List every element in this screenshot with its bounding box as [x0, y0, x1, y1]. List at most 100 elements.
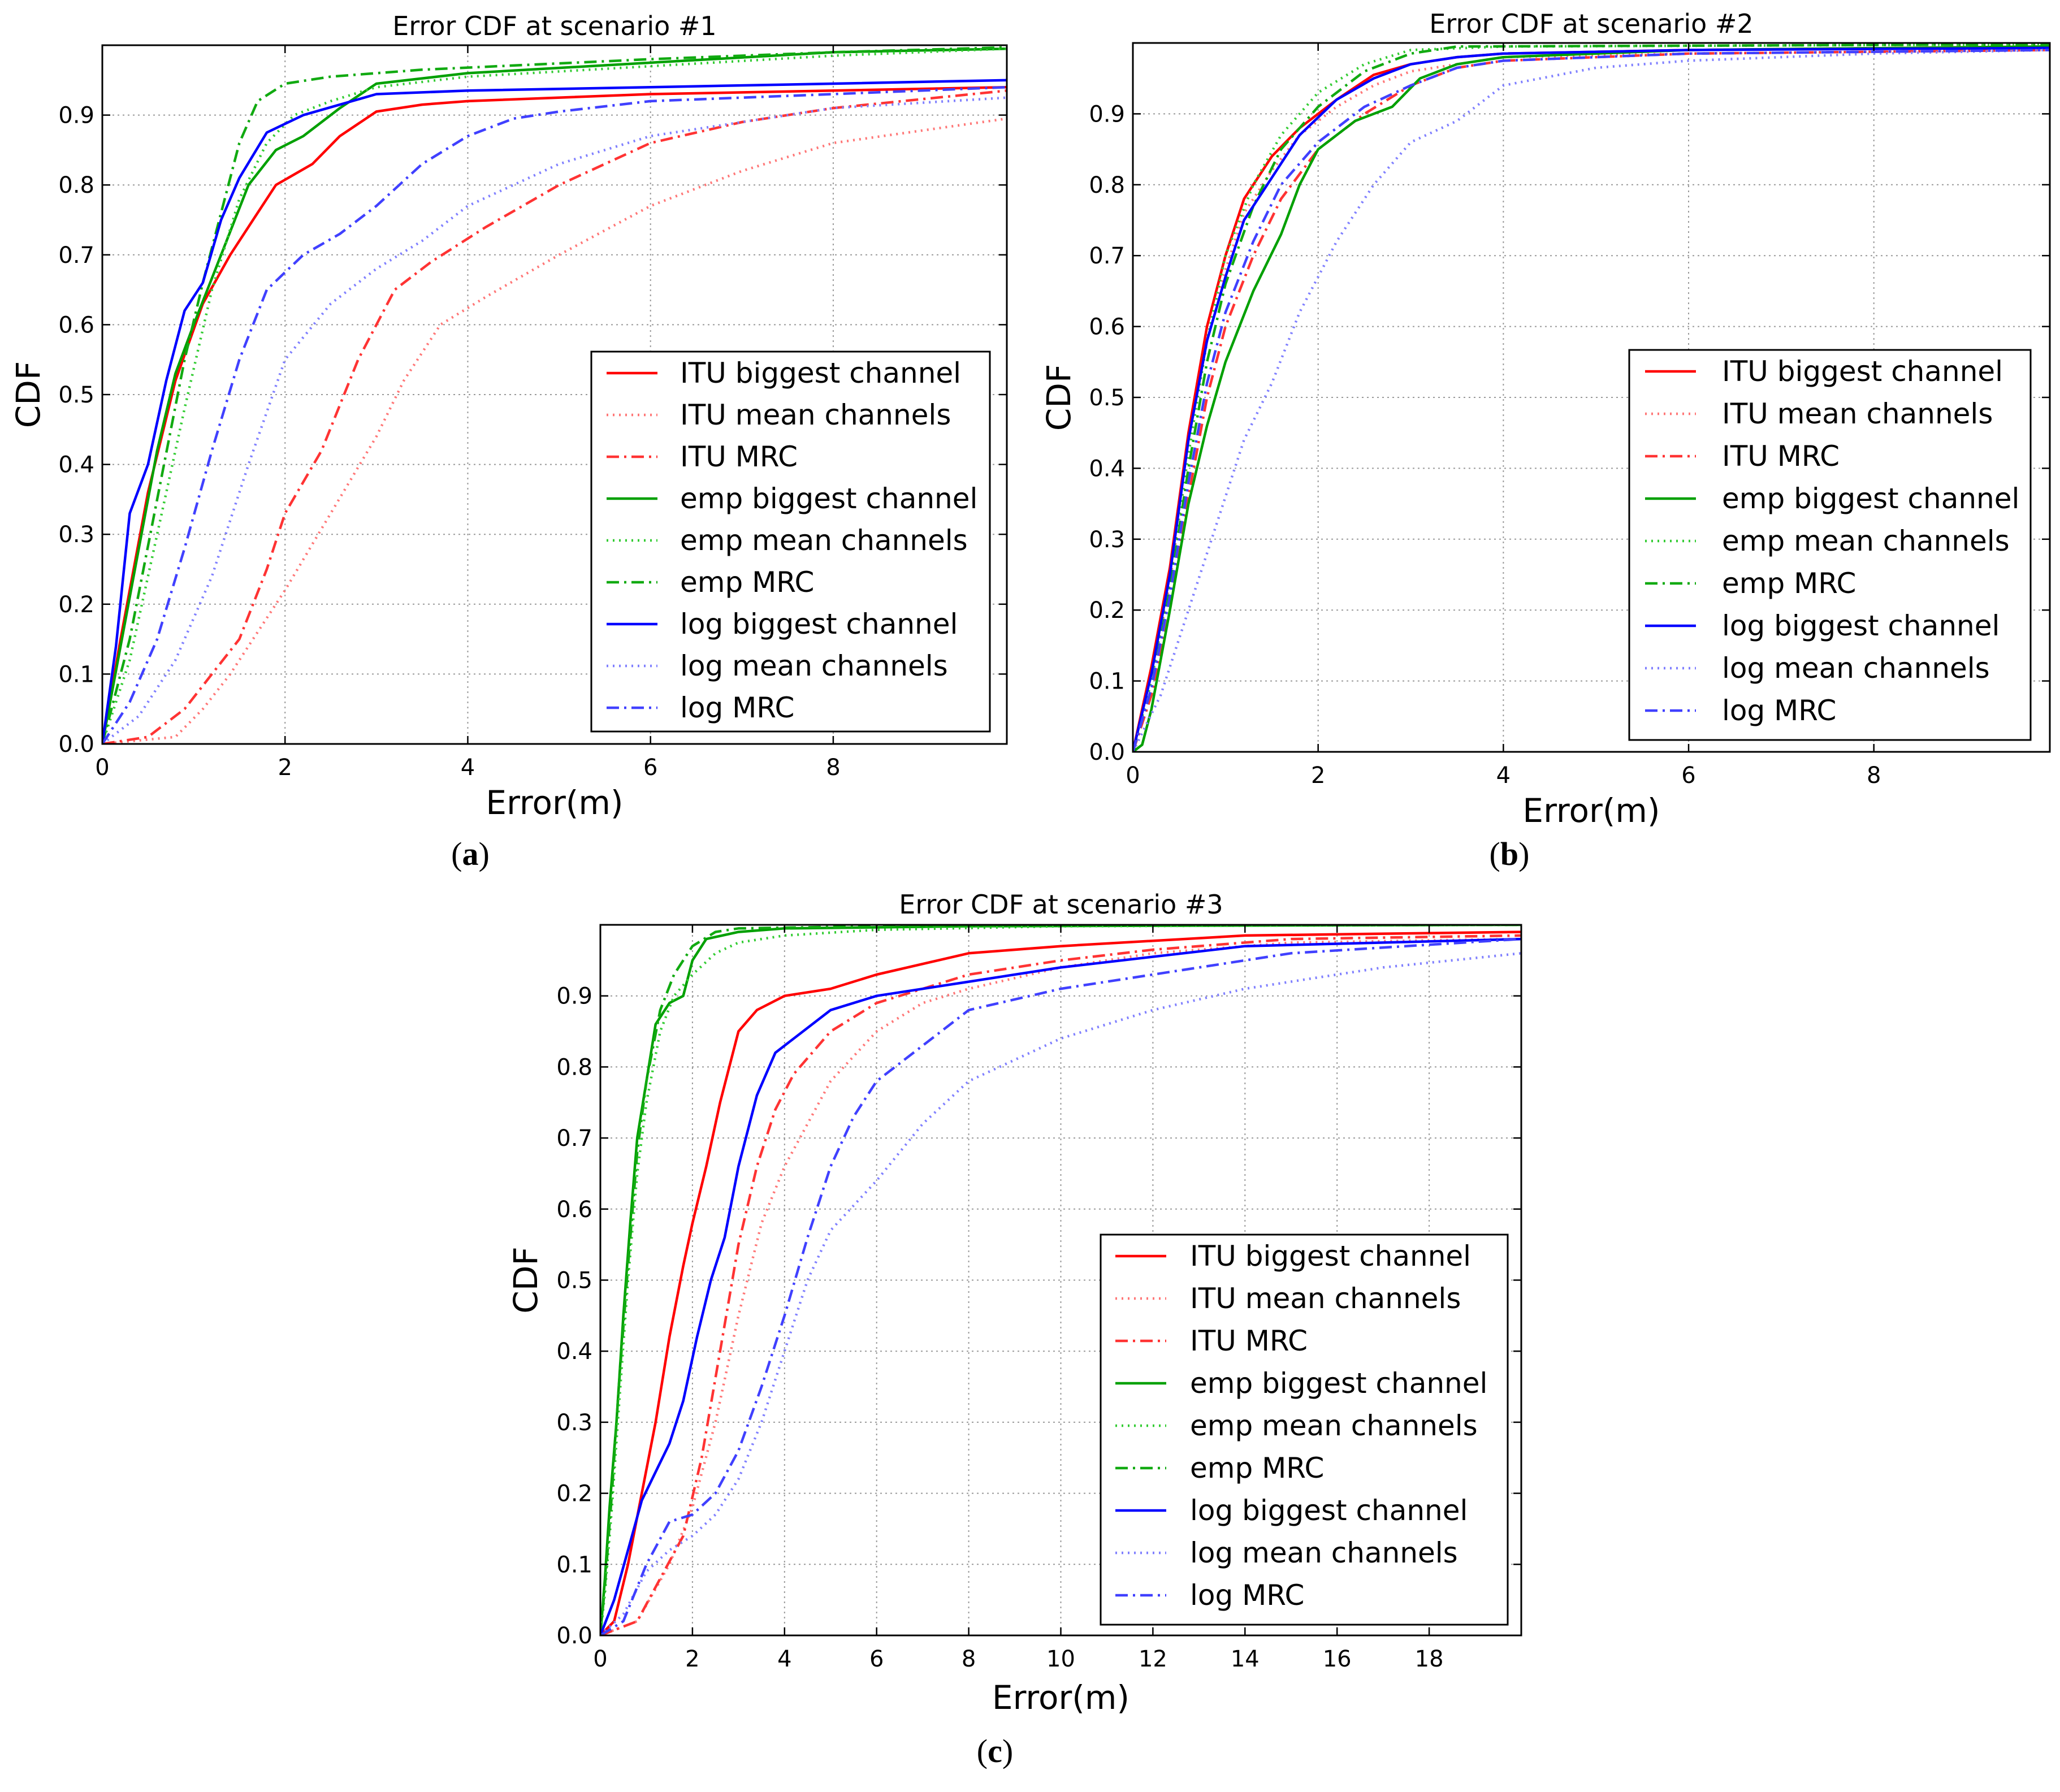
y-tick-label: 0.3: [556, 1410, 592, 1436]
legend-label-8: log mean channels: [680, 650, 948, 682]
chart-panel-c: 0 2 4 6 8 10 12 14 16 18 0.0 0.1 0.2 0.3 0.4 0.5 0.6 0.7 0…: [507, 889, 1522, 1769]
legend-label-3: ITU MRC: [1190, 1324, 1308, 1357]
legend-label-8: log mean channels: [1190, 1536, 1458, 1569]
x-tick-label: 8: [826, 755, 840, 781]
legend-label-6: emp MRC: [1190, 1452, 1324, 1484]
series-line-3: [600, 934, 1521, 1635]
x-tick-label: 6: [643, 755, 657, 781]
y-tick-label: 0.0: [556, 1623, 592, 1649]
x-axis-label: Error(m): [486, 784, 623, 822]
y-tick-label: 0.0: [1089, 739, 1125, 765]
legend-label-9: log MRC: [1722, 694, 1836, 727]
legend-label-8: log mean channels: [1722, 652, 1990, 685]
legend-label-7: log biggest channel: [1722, 609, 2000, 642]
y-tick-label: 0.3: [1089, 527, 1125, 553]
y-tick-label: 0.1: [1089, 669, 1125, 695]
y-axis-label: CDF: [1040, 364, 1078, 431]
series-line-6: [600, 925, 1521, 1635]
y-tick-label: 0.8: [556, 1054, 592, 1080]
legend-label-1: ITU biggest channel: [680, 357, 961, 389]
y-tick-label: 0.4: [58, 452, 94, 478]
y-tick-label: 0.9: [556, 984, 592, 1010]
y-tick-label: 0.2: [556, 1481, 592, 1507]
y-tick-label: 0.6: [556, 1197, 592, 1223]
y-tick-label: 0.8: [58, 172, 94, 198]
panel-label-close: ): [1518, 836, 1529, 872]
y-tick-label: 0.0: [58, 731, 94, 758]
legend-label-3: ITU MRC: [680, 440, 798, 473]
y-axis-label: CDF: [9, 361, 47, 428]
x-tick-label: 2: [1311, 763, 1325, 789]
y-tick-label: 0.1: [556, 1552, 592, 1578]
legend-box: [1628, 349, 2032, 741]
series-group: [600, 925, 1521, 1635]
legend-label-3: ITU MRC: [1722, 440, 1840, 473]
y-tick-label: 0.7: [58, 243, 94, 269]
x-tick-label: 10: [1046, 1646, 1075, 1672]
series-line-8: [102, 96, 1007, 744]
legend-label-5: emp mean channels: [1190, 1409, 1478, 1442]
legend-label-9: log MRC: [1190, 1579, 1304, 1612]
x-tick-label: 16: [1323, 1646, 1352, 1672]
panel-label-open: (: [977, 1733, 988, 1769]
legend-label-4: emp biggest channel: [1190, 1367, 1487, 1400]
panel-label-letter: c: [988, 1733, 1002, 1769]
series-line-4: [1133, 45, 2050, 752]
chart-title: Error CDF at scenario #3: [899, 889, 1223, 920]
legend-label-5: emp mean channels: [680, 524, 968, 557]
x-axis-label: Error(m): [1522, 791, 1660, 830]
legend: ITU biggest channel ITU mean channels ITU …: [590, 350, 991, 733]
legend-label-7: log biggest channel: [1190, 1494, 1468, 1527]
panel-label-close: ): [479, 836, 490, 872]
legend-label-2: ITU mean channels: [1190, 1282, 1461, 1315]
legend: ITU biggest channel ITU mean channels ITU …: [1628, 349, 2032, 741]
x-tick-label: 6: [869, 1646, 884, 1672]
series-line-6: [102, 46, 1007, 744]
series-line-9: [102, 85, 1007, 744]
series-line-5: [102, 47, 1007, 744]
y-tick-label: 0.7: [556, 1126, 592, 1152]
legend-box: [1100, 1233, 1509, 1626]
series-line-7: [600, 937, 1521, 1635]
y-tick-label: 0.6: [1089, 314, 1125, 340]
chart-title: Error CDF at scenario #1: [392, 11, 716, 41]
y-tick-label: 0.6: [58, 312, 94, 338]
y-tick-label: 0.1: [58, 661, 94, 687]
x-axis-label: Error(m): [992, 1678, 1129, 1717]
chart-panel-b: 0 2 4 6 8 0.0 0.1 0.2 0.3 0.4 0.5 0.6 0.7 0.8 0.9 Error…: [1040, 8, 2051, 872]
panel-label: (a): [451, 836, 490, 872]
y-tick-label: 0.4: [1089, 456, 1125, 482]
chart-title: Error CDF at scenario #2: [1429, 8, 1753, 39]
legend-label-7: log biggest channel: [680, 608, 958, 640]
x-tick-label: 18: [1415, 1646, 1444, 1672]
legend-label-2: ITU mean channels: [1722, 397, 1993, 430]
x-tick-label: 12: [1139, 1646, 1167, 1672]
x-tick-label: 4: [1496, 763, 1511, 789]
y-tick-label: 0.5: [1089, 385, 1125, 411]
legend-label-6: emp MRC: [1722, 567, 1856, 600]
x-tick-label: 14: [1231, 1646, 1260, 1672]
x-tick-label: 0: [95, 755, 109, 781]
x-tick-label: 8: [1867, 763, 1881, 789]
legend-label-5: emp mean channels: [1722, 525, 2010, 557]
panels: 0 2 4 6 8 0.0 0.1 0.2 0.3 0.4 0.5 0.6 0.7 0.8 0.9 Error…: [9, 8, 2051, 1769]
series-line-9: [600, 937, 1521, 1635]
x-tick-label: 8: [962, 1646, 976, 1672]
y-tick-label: 0.2: [58, 592, 94, 618]
series-line-7: [1133, 46, 2050, 752]
legend: ITU biggest channel ITU mean channels ITU …: [1100, 1233, 1509, 1626]
y-tick-label: 0.2: [1089, 598, 1125, 624]
x-tick-label: 2: [685, 1646, 699, 1672]
y-tick-label: 0.7: [1089, 243, 1125, 269]
x-tick-label: 2: [278, 755, 292, 781]
y-tick-label: 0.9: [58, 103, 94, 129]
y-tick-label: 0.5: [556, 1268, 592, 1294]
x-tick-label: 4: [461, 755, 475, 781]
legend-label-1: ITU biggest channel: [1722, 355, 2003, 388]
x-tick-label: 6: [1681, 763, 1695, 789]
series-group: [102, 46, 1007, 744]
y-tick-label: 0.3: [58, 522, 94, 548]
series-line-8: [1133, 49, 2050, 752]
